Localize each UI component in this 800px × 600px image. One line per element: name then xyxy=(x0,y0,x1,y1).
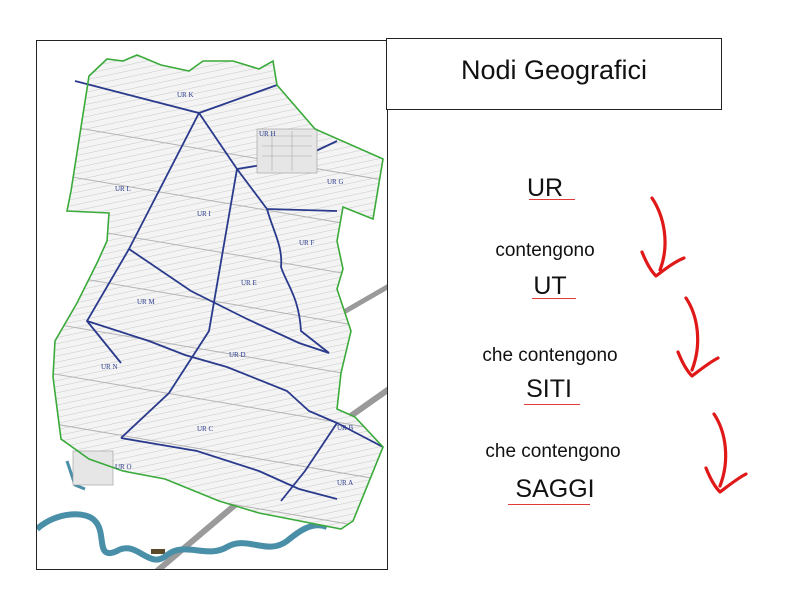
zone-label-urm: UR M xyxy=(137,298,155,306)
level-ur: UR xyxy=(526,174,564,202)
level-siti: SITI xyxy=(526,375,572,403)
zone-label-urd: UR D xyxy=(229,351,246,359)
connector-che-contengono-1: che contengono xyxy=(482,345,618,366)
arrow-down-icon xyxy=(676,296,720,378)
zone-label-urg: UR G xyxy=(327,178,344,186)
zone-label-uro: UR O xyxy=(115,463,132,471)
zone-label-ure: UR E xyxy=(241,279,257,287)
underline-saggi xyxy=(508,504,590,505)
underline-ur xyxy=(529,199,575,200)
zone-label-url: UR L xyxy=(115,185,131,193)
title-box: Nodi Geografici xyxy=(386,38,722,110)
territory-map: UR K UR H UR G UR L UR I UR F UR E UR M … xyxy=(37,54,387,569)
map-panel: UR K UR H UR G UR L UR I UR F UR E UR M … xyxy=(36,40,388,570)
zone-label-urk: UR K xyxy=(177,91,194,99)
zone-label-urn: UR N xyxy=(101,363,118,371)
fields xyxy=(53,55,383,529)
page-title: Nodi Geografici xyxy=(460,55,648,85)
connector-contengono: contengono xyxy=(495,240,595,261)
town xyxy=(72,128,318,486)
level-saggi: SAGGI xyxy=(515,475,595,503)
zone-label-uri: UR I xyxy=(197,210,211,218)
area-boundary xyxy=(52,54,384,530)
arrow-down-icon xyxy=(640,196,686,278)
underline-ut xyxy=(532,298,576,299)
connector-che-contengono-2: che contengono xyxy=(485,441,621,462)
zone-labels: UR K UR H UR G UR L UR I UR F UR E UR M … xyxy=(101,91,353,487)
zone-label-urb: UR B xyxy=(337,424,353,432)
zone-label-ura: UR A xyxy=(337,479,353,487)
river xyxy=(37,511,329,563)
underline-siti xyxy=(524,404,580,405)
zone-label-urc: UR C xyxy=(197,425,213,433)
zone-label-urh: UR H xyxy=(259,130,276,138)
arrow-down-icon xyxy=(704,412,748,494)
level-ut: UT xyxy=(533,272,567,300)
zone-label-urf: UR F xyxy=(299,239,314,247)
